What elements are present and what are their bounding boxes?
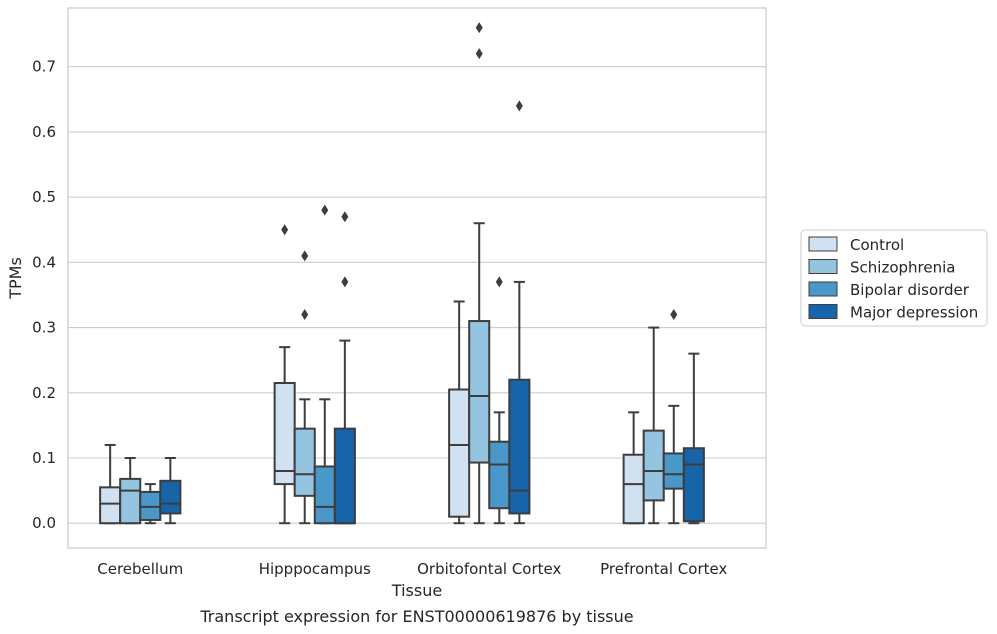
legend-label: Major depression	[850, 304, 978, 322]
y-tick-label: 0.7	[32, 58, 56, 76]
box-bipolar-disorder	[313, 204, 336, 525]
box-iqr	[313, 465, 336, 525]
x-tick-labels: Cerebellum Hipppocampus Orbitofontal Corte…	[97, 560, 727, 578]
y-tick-label: 0.1	[32, 449, 56, 467]
outlier-point	[495, 276, 503, 288]
outlier-point	[515, 100, 523, 112]
outlier-point	[341, 276, 349, 288]
box-control	[99, 443, 122, 525]
box-control	[448, 300, 471, 525]
box-iqr	[488, 440, 511, 510]
legend-label: Schizophrenia	[850, 259, 955, 277]
box-major-depression	[159, 457, 182, 525]
box-iqr	[273, 382, 296, 486]
box-major-depression	[508, 100, 531, 525]
x-tick-label: Cerebellum	[97, 560, 183, 578]
plot-area-frame	[67, 7, 767, 549]
outlier-point	[301, 309, 309, 321]
legend-frame	[800, 229, 988, 327]
outlier-point	[341, 211, 349, 223]
outlier-point	[475, 22, 483, 34]
x-tick-label: Hipppocampus	[259, 560, 371, 578]
box-schizophrenia	[119, 457, 142, 525]
box-schizophrenia	[293, 250, 316, 525]
legend-label: Control	[850, 236, 904, 254]
box-iqr	[293, 427, 316, 497]
box-iqr	[642, 429, 665, 502]
legend-swatch	[808, 281, 838, 297]
box-bipolar-disorder	[139, 483, 162, 525]
box-iqr	[448, 388, 471, 518]
y-tick-label: 0.2	[32, 384, 56, 402]
legend-swatch	[808, 236, 838, 252]
legend-swatch	[808, 259, 838, 274]
y-tick-label: 0.4	[32, 253, 56, 271]
outlier-point	[281, 224, 289, 236]
box-major-depression	[682, 352, 705, 525]
box-iqr	[99, 486, 122, 525]
grid-lines	[68, 66, 766, 524]
box-series	[99, 22, 705, 525]
y-tick-label: 0.6	[32, 123, 56, 141]
x-tick-label: Prefrontal Cortex	[600, 560, 727, 578]
outlier-point	[321, 204, 329, 216]
legend: Control Schizophrenia Bipolar disorder Majo…	[800, 229, 988, 327]
y-tick-label: 0.3	[32, 319, 56, 337]
box-control	[273, 224, 296, 525]
box-control	[622, 411, 645, 525]
y-axis-title: TPMs	[6, 257, 25, 300]
box-bipolar-disorder	[488, 276, 511, 525]
outlier-point	[301, 250, 309, 262]
chart-caption: Transcript expression for ENST0000061987…	[199, 607, 633, 626]
box-iqr	[662, 452, 685, 490]
legend-swatch	[808, 304, 838, 319]
box-major-depression	[333, 211, 356, 525]
box-iqr	[508, 378, 531, 515]
box-iqr	[682, 447, 705, 523]
box-iqr	[119, 477, 142, 525]
box-schizophrenia	[468, 22, 491, 525]
box-iqr	[333, 427, 356, 525]
legend-label: Bipolar disorder	[850, 281, 970, 299]
box-schizophrenia	[642, 326, 665, 525]
outlier-point	[670, 309, 678, 321]
box-bipolar-disorder	[662, 309, 685, 525]
y-tick-labels: 0.0 0.1 0.2 0.3 0.4 0.5 0.6 0.7	[32, 58, 56, 533]
box-iqr	[159, 479, 182, 515]
y-tick-label: 0.0	[32, 514, 56, 532]
outlier-point	[475, 48, 483, 60]
y-tick-label: 0.5	[32, 188, 56, 206]
box-iqr	[468, 320, 491, 464]
box-iqr	[622, 453, 645, 525]
x-axis-title: Tissue	[391, 581, 442, 600]
x-tick-label: Orbitofontal Cortex	[417, 560, 561, 578]
